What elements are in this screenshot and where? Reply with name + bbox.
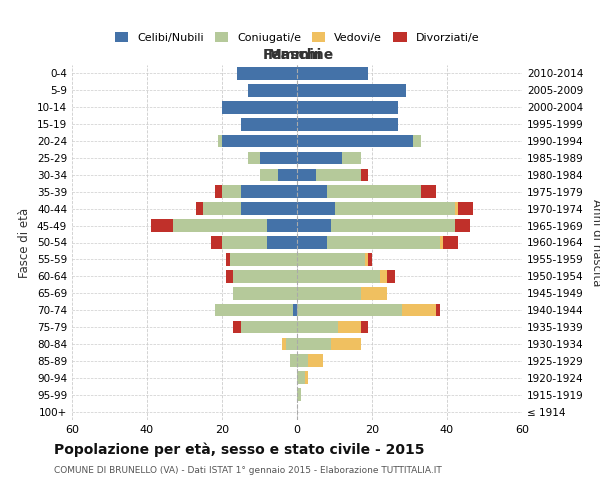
Bar: [215, 186, 222, 198]
Bar: [327, 236, 439, 249]
Bar: [402, 304, 436, 316]
Bar: [297, 152, 342, 164]
Bar: [316, 168, 361, 181]
Bar: [297, 67, 368, 80]
Bar: [305, 372, 308, 384]
Bar: [297, 320, 338, 334]
Bar: [297, 304, 402, 316]
Bar: [233, 320, 241, 334]
Bar: [297, 202, 335, 215]
Bar: [218, 134, 222, 147]
Bar: [297, 287, 361, 300]
Bar: [196, 202, 203, 215]
Legend: Celibi/Nubili, Coniugati/e, Vedovi/e, Divorziati/e: Celibi/Nubili, Coniugati/e, Vedovi/e, Di…: [110, 28, 484, 48]
Bar: [297, 372, 305, 384]
Bar: [233, 270, 297, 282]
Bar: [338, 320, 361, 334]
Text: Popolazione per età, sesso e stato civile - 2015: Popolazione per età, sesso e stato civil…: [54, 442, 425, 457]
Bar: [241, 118, 297, 130]
Bar: [455, 202, 458, 215]
Bar: [297, 101, 398, 114]
Bar: [297, 236, 327, 249]
Bar: [222, 134, 297, 147]
Bar: [421, 186, 436, 198]
Bar: [241, 320, 297, 334]
Bar: [173, 220, 267, 232]
Bar: [443, 236, 458, 249]
Bar: [267, 236, 297, 249]
Bar: [436, 304, 439, 316]
Bar: [380, 270, 387, 282]
Bar: [222, 186, 241, 198]
Bar: [248, 152, 260, 164]
Bar: [327, 186, 421, 198]
Bar: [297, 354, 308, 367]
Bar: [331, 338, 361, 350]
Bar: [297, 253, 365, 266]
Bar: [260, 152, 297, 164]
Bar: [248, 84, 297, 96]
Bar: [361, 320, 368, 334]
Bar: [237, 67, 297, 80]
Bar: [297, 220, 331, 232]
Y-axis label: Fasce di età: Fasce di età: [19, 208, 31, 278]
Bar: [151, 220, 173, 232]
Bar: [361, 168, 368, 181]
Bar: [241, 202, 297, 215]
Bar: [297, 118, 398, 130]
Y-axis label: Anni di nascita: Anni di nascita: [590, 199, 600, 286]
Bar: [226, 253, 229, 266]
Bar: [297, 186, 327, 198]
Bar: [335, 202, 455, 215]
Bar: [297, 388, 301, 401]
Bar: [233, 287, 297, 300]
Bar: [278, 168, 297, 181]
Bar: [293, 304, 297, 316]
Bar: [297, 134, 413, 147]
Bar: [297, 338, 331, 350]
Bar: [267, 220, 297, 232]
Bar: [290, 354, 297, 367]
Bar: [241, 186, 297, 198]
Bar: [297, 84, 406, 96]
Bar: [226, 270, 233, 282]
Bar: [439, 236, 443, 249]
Bar: [342, 152, 361, 164]
Bar: [297, 270, 380, 282]
Bar: [458, 202, 473, 215]
Bar: [331, 220, 455, 232]
Text: Femmine: Femmine: [263, 48, 335, 62]
Text: COMUNE DI BRUNELLO (VA) - Dati ISTAT 1° gennaio 2015 - Elaborazione TUTTITALIA.I: COMUNE DI BRUNELLO (VA) - Dati ISTAT 1° …: [54, 466, 442, 475]
Bar: [260, 168, 278, 181]
Bar: [222, 101, 297, 114]
Bar: [308, 354, 323, 367]
Bar: [387, 270, 395, 282]
Bar: [455, 220, 470, 232]
Bar: [203, 202, 241, 215]
Bar: [222, 236, 267, 249]
Bar: [368, 253, 372, 266]
Bar: [282, 338, 286, 350]
Bar: [286, 338, 297, 350]
Bar: [215, 304, 293, 316]
Bar: [211, 236, 222, 249]
Text: Maschi: Maschi: [268, 48, 322, 62]
Bar: [413, 134, 421, 147]
Bar: [365, 253, 368, 266]
Bar: [361, 287, 387, 300]
Bar: [297, 168, 316, 181]
Bar: [229, 253, 297, 266]
